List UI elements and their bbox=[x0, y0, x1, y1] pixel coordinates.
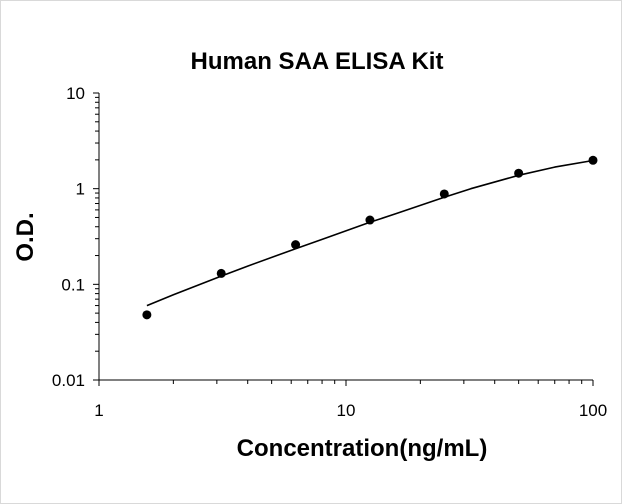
y-tick-label: 10 bbox=[66, 84, 85, 103]
data-point bbox=[216, 268, 226, 278]
data-point bbox=[439, 189, 449, 199]
y-tick-label: 0.01 bbox=[52, 371, 85, 390]
data-point bbox=[291, 240, 301, 250]
tick-labels: 1 10 100 0.01 0.1 1 10 bbox=[52, 84, 607, 420]
x-axis-title: Concentration(ng/mL) bbox=[237, 435, 488, 462]
data-point bbox=[514, 168, 524, 178]
x-tick-label: 100 bbox=[579, 401, 607, 420]
data-point bbox=[588, 155, 598, 165]
x-tick-label: 1 bbox=[94, 401, 103, 420]
x-tick-label: 10 bbox=[337, 401, 356, 420]
y-tick-label: 0.1 bbox=[61, 275, 85, 294]
data-points bbox=[142, 155, 598, 320]
y-axis-title: O.D. bbox=[12, 212, 39, 261]
fit-curve-layer bbox=[146, 159, 594, 307]
chart-title: Human SAA ELISA Kit bbox=[191, 48, 444, 75]
y-tick-label: 1 bbox=[76, 180, 85, 199]
data-point bbox=[142, 310, 152, 320]
axes bbox=[93, 92, 594, 386]
fit-curve bbox=[146, 159, 594, 307]
data-point bbox=[365, 215, 375, 225]
